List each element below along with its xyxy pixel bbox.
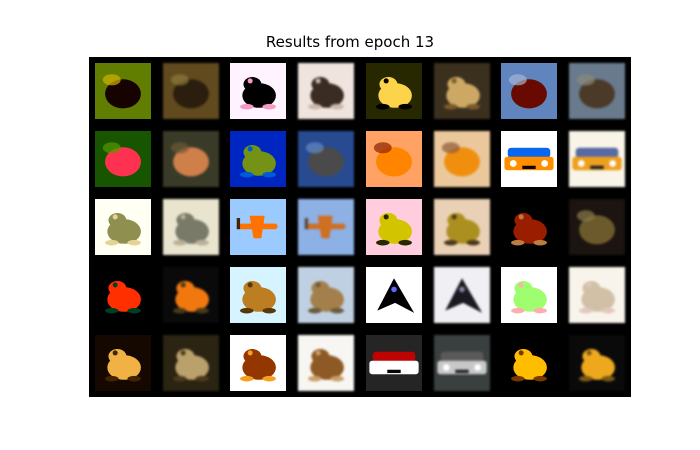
- image-cell-reconstruction: [428, 329, 496, 397]
- image-cell-original: [225, 329, 293, 397]
- thumbnail-image: [433, 335, 490, 391]
- image-cell-original: [225, 261, 293, 329]
- thumbnail-image: [433, 131, 490, 187]
- thumbnail-image: [298, 63, 355, 119]
- figure-title: Results from epoch 13: [265, 33, 435, 51]
- thumbnail-image: [298, 267, 355, 323]
- image-cell-reconstruction: [563, 193, 631, 261]
- image-cell-reconstruction: [563, 57, 631, 125]
- image-cell-reconstruction: [563, 329, 631, 397]
- image-grid: [89, 57, 631, 397]
- thumbnail-image: [230, 335, 287, 391]
- thumbnail-image: [298, 199, 355, 255]
- thumbnail-image: [162, 63, 219, 119]
- thumbnail-image: [569, 131, 626, 187]
- thumbnail-image: [569, 335, 626, 391]
- image-cell-reconstruction: [563, 125, 631, 193]
- image-cell-original: [496, 57, 564, 125]
- image-cell-reconstruction: [157, 193, 225, 261]
- image-cell-original: [225, 125, 293, 193]
- thumbnail-image: [433, 267, 490, 323]
- thumbnail-image: [501, 335, 558, 391]
- thumbnail-image: [94, 199, 151, 255]
- thumbnail-image: [501, 199, 558, 255]
- thumbnail-image: [230, 63, 287, 119]
- image-cell-reconstruction: [292, 57, 360, 125]
- image-cell-reconstruction: [292, 261, 360, 329]
- thumbnail-image: [569, 63, 626, 119]
- image-cell-reconstruction: [428, 193, 496, 261]
- image-cell-original: [225, 57, 293, 125]
- image-cell-reconstruction: [157, 125, 225, 193]
- thumbnail-image: [501, 267, 558, 323]
- thumbnail-image: [365, 335, 422, 391]
- image-cell-reconstruction: [292, 329, 360, 397]
- thumbnail-image: [94, 63, 151, 119]
- thumbnail-image: [230, 199, 287, 255]
- thumbnail-image: [162, 335, 219, 391]
- image-cell-original: [496, 261, 564, 329]
- image-cell-original: [360, 57, 428, 125]
- thumbnail-image: [298, 335, 355, 391]
- image-cell-reconstruction: [157, 57, 225, 125]
- thumbnail-image: [365, 267, 422, 323]
- image-cell-original: [89, 329, 157, 397]
- image-cell-original: [89, 193, 157, 261]
- thumbnail-image: [433, 199, 490, 255]
- image-cell-reconstruction: [428, 261, 496, 329]
- image-cell-reconstruction: [428, 125, 496, 193]
- thumbnail-image: [298, 131, 355, 187]
- image-cell-reconstruction: [157, 261, 225, 329]
- thumbnail-image: [162, 199, 219, 255]
- image-cell-original: [360, 193, 428, 261]
- thumbnail-image: [365, 131, 422, 187]
- image-cell-reconstruction: [292, 193, 360, 261]
- thumbnail-image: [94, 335, 151, 391]
- thumbnail-image: [162, 131, 219, 187]
- thumbnail-image: [230, 267, 287, 323]
- image-cell-original: [496, 329, 564, 397]
- thumbnail-image: [433, 63, 490, 119]
- thumbnail-image: [94, 131, 151, 187]
- image-cell-reconstruction: [157, 329, 225, 397]
- image-cell-original: [496, 193, 564, 261]
- thumbnail-image: [501, 131, 558, 187]
- thumbnail-image: [501, 63, 558, 119]
- image-cell-original: [89, 125, 157, 193]
- image-cell-original: [360, 329, 428, 397]
- thumbnail-image: [162, 267, 219, 323]
- thumbnail-image: [569, 199, 626, 255]
- image-cell-original: [225, 193, 293, 261]
- image-cell-original: [360, 125, 428, 193]
- thumbnail-image: [365, 199, 422, 255]
- image-cell-reconstruction: [563, 261, 631, 329]
- image-cell-original: [89, 57, 157, 125]
- image-grid-panel: [89, 57, 631, 397]
- image-cell-original: [496, 125, 564, 193]
- image-cell-reconstruction: [428, 57, 496, 125]
- thumbnail-image: [230, 131, 287, 187]
- thumbnail-image: [569, 267, 626, 323]
- thumbnail-image: [94, 267, 151, 323]
- image-cell-original: [360, 261, 428, 329]
- image-cell-reconstruction: [292, 125, 360, 193]
- thumbnail-image: [365, 63, 422, 119]
- image-cell-original: [89, 261, 157, 329]
